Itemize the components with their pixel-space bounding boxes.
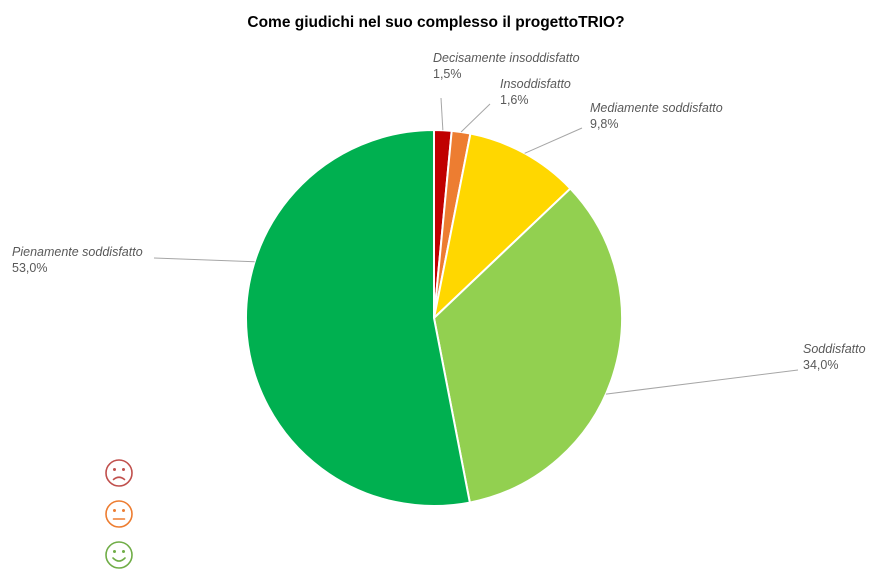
neutral-face-icon xyxy=(105,500,133,528)
data-label-decisamente-insoddisfatto: Decisamente insoddisfatto xyxy=(433,51,580,65)
data-value-mediamente-soddisfatto: 9,8% xyxy=(590,117,619,131)
pie-slices xyxy=(245,128,623,507)
chart-title: Come giudichi nel suo complesso il proge… xyxy=(247,14,624,31)
slice-pienamente-soddisfatto xyxy=(245,128,472,507)
leader-line-pienamente-soddisfatto xyxy=(153,257,255,263)
frown-face-icon xyxy=(105,459,133,487)
leader-line-mediamente-soddisfatto xyxy=(524,127,583,154)
slice-mediamente-soddisfatto xyxy=(432,132,572,321)
leader-lines xyxy=(153,97,799,395)
data-label-insoddisfatto: Insoddisfatto xyxy=(500,77,571,91)
data-label-soddisfatto: Soddisfatto xyxy=(803,342,866,356)
leader-line-decisamente-insoddisfatto xyxy=(440,97,444,131)
slice-soddisfatto xyxy=(432,187,623,504)
satisfaction-faces xyxy=(105,459,133,569)
smile-face-icon xyxy=(105,541,133,569)
data-value-soddisfatto: 34,0% xyxy=(803,358,838,372)
data-value-pienamente-soddisfatto: 53,0% xyxy=(12,261,47,275)
data-value-decisamente-insoddisfatto: 1,5% xyxy=(433,67,462,81)
leader-line-soddisfatto xyxy=(605,369,799,395)
data-value-insoddisfatto: 1,6% xyxy=(500,93,529,107)
data-label-pienamente-soddisfatto: Pienamente soddisfatto xyxy=(12,245,143,259)
data-labels: Decisamente insoddisfatto 1,5% Insoddisfat… xyxy=(12,51,866,372)
leader-line-insoddisfatto xyxy=(460,103,491,133)
data-label-mediamente-soddisfatto: Mediamente soddisfatto xyxy=(590,101,723,115)
